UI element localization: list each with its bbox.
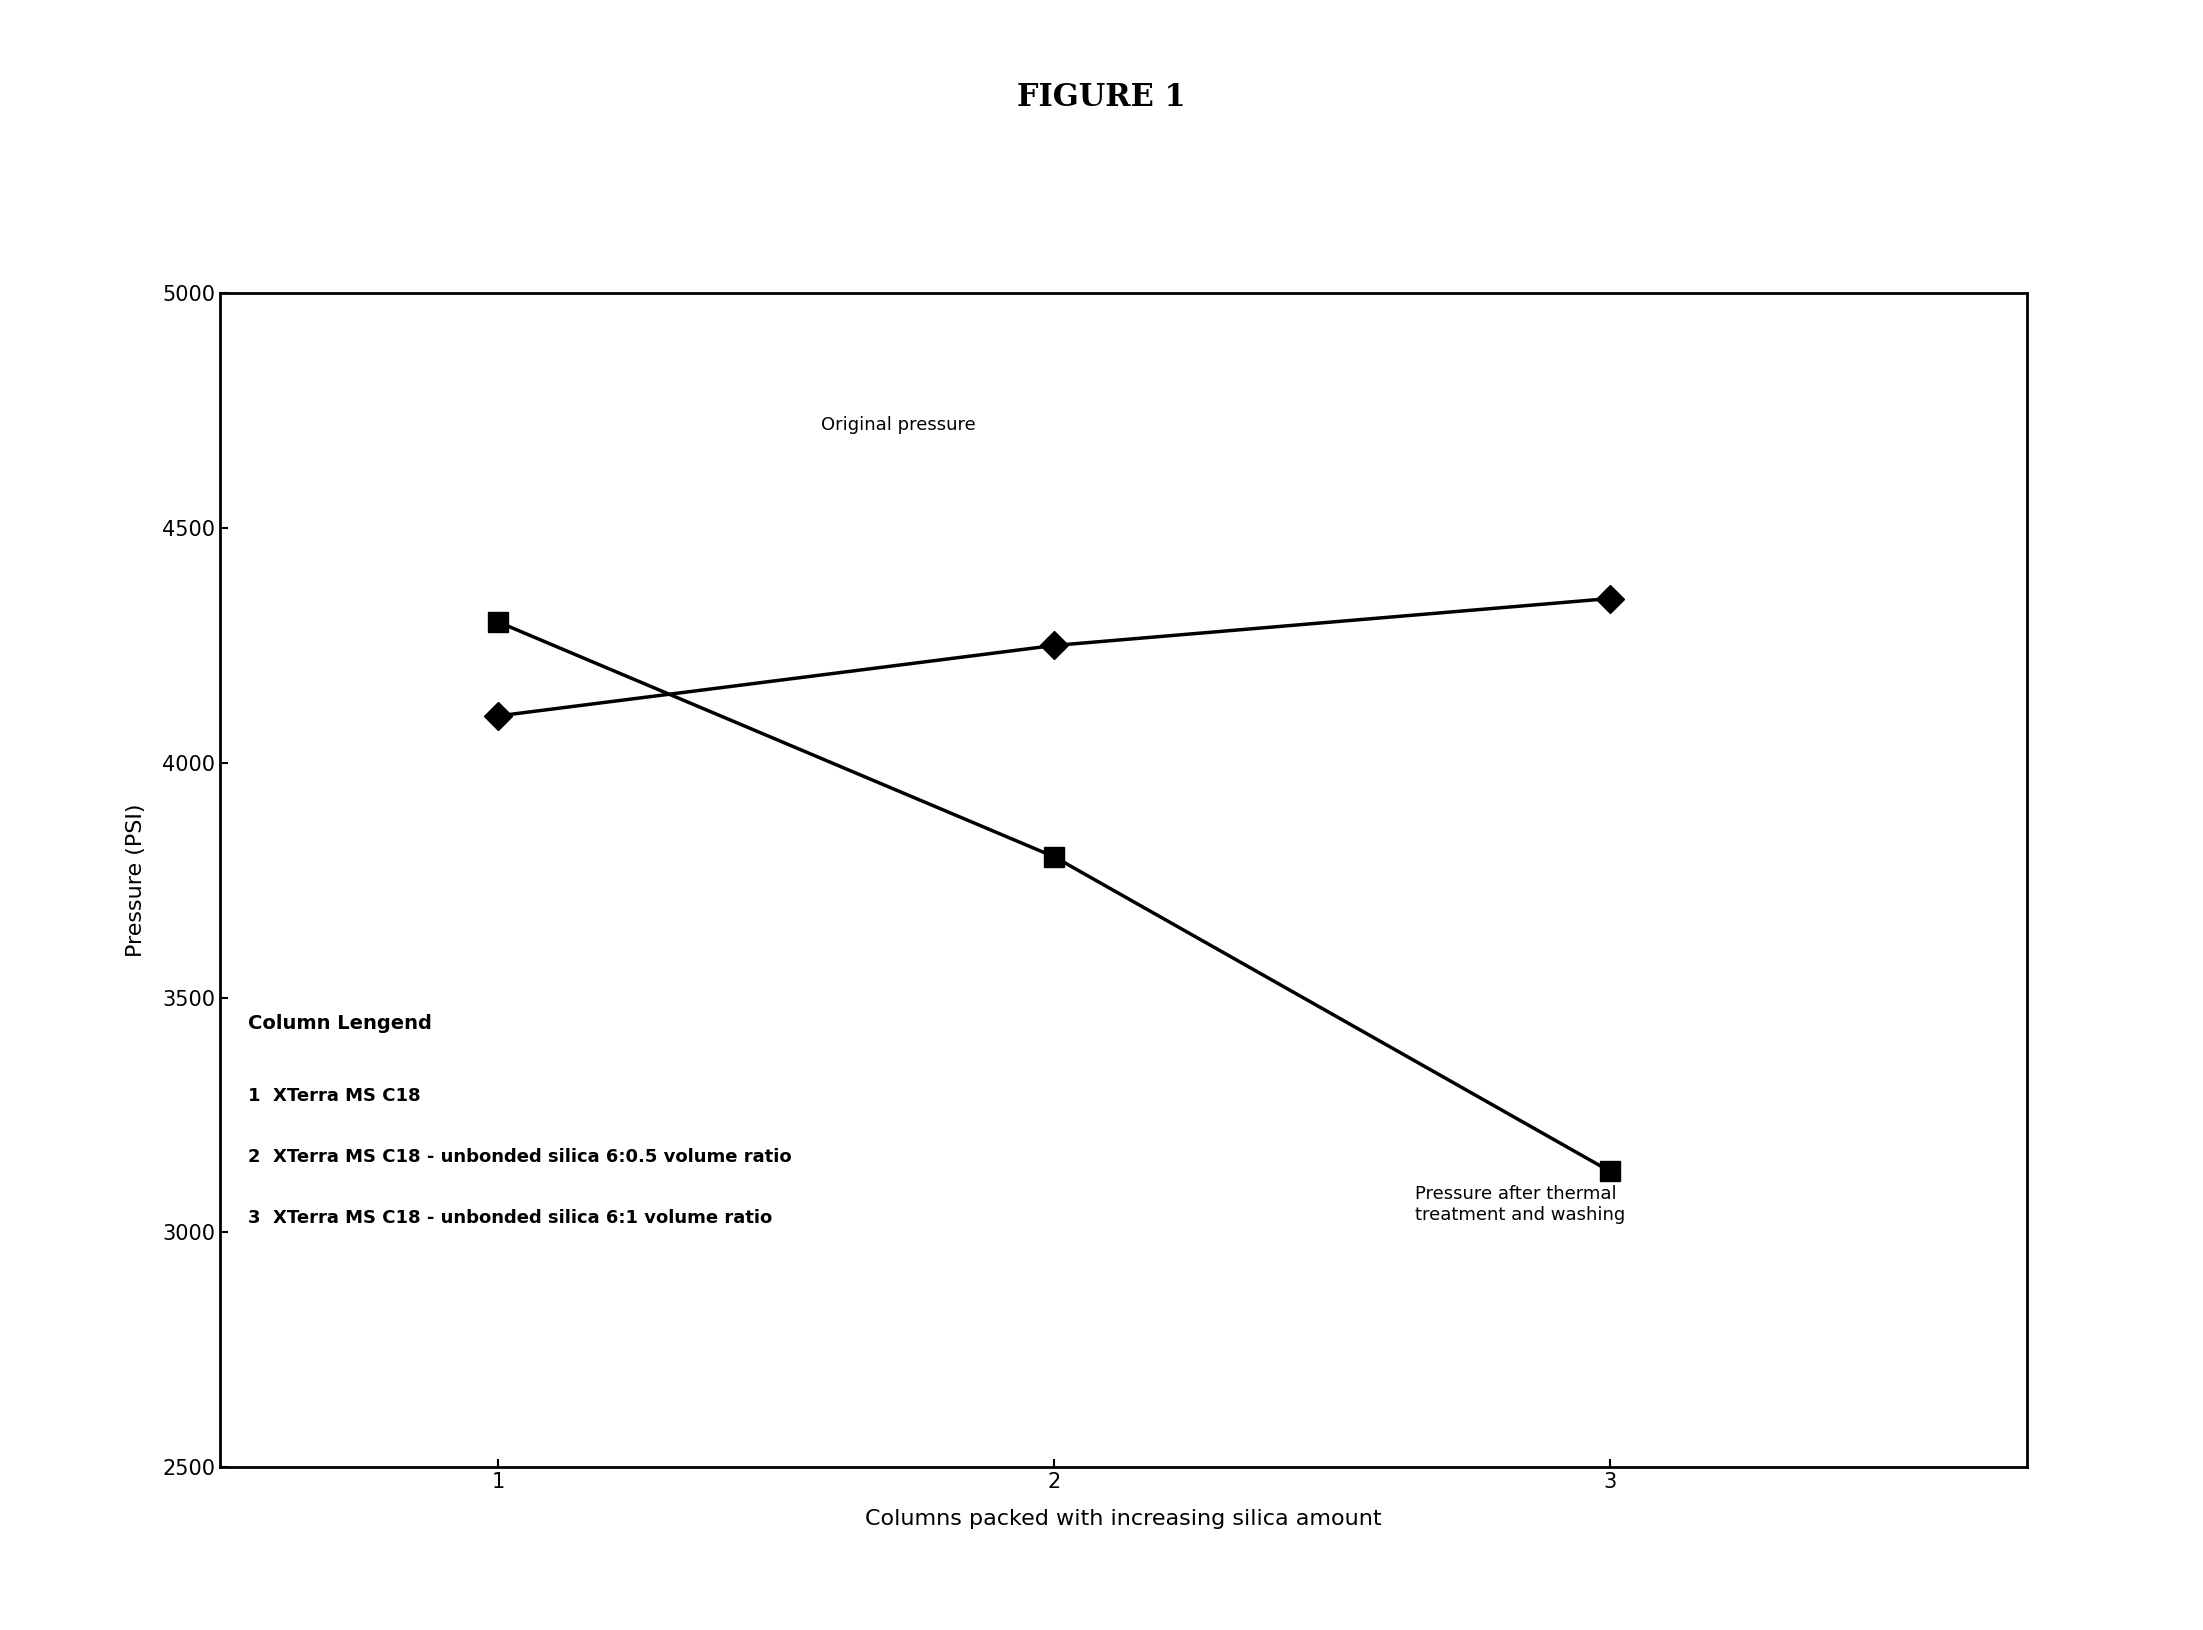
Text: FIGURE 1: FIGURE 1 [1018,82,1185,112]
Text: 1  XTerra MS C18: 1 XTerra MS C18 [249,1087,421,1105]
Text: Column Lengend: Column Lengend [249,1014,432,1032]
Text: 3  XTerra MS C18 - unbonded silica 6:1 volume ratio: 3 XTerra MS C18 - unbonded silica 6:1 vo… [249,1209,773,1227]
Text: Pressure after thermal
treatment and washing: Pressure after thermal treatment and was… [1414,1185,1626,1224]
Y-axis label: Pressure (PSI): Pressure (PSI) [126,804,145,957]
Text: Original pressure: Original pressure [822,416,976,434]
Text: 2  XTerra MS C18 - unbonded silica 6:0.5 volume ratio: 2 XTerra MS C18 - unbonded silica 6:0.5 … [249,1148,791,1165]
X-axis label: Columns packed with increasing silica amount: Columns packed with increasing silica am… [866,1508,1381,1529]
